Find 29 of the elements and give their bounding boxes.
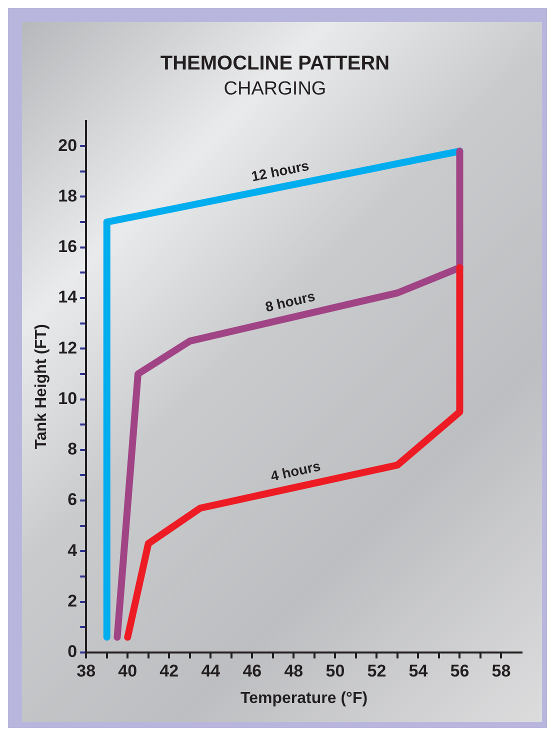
y-tick-label: 18 xyxy=(58,186,78,206)
text: 4 hours xyxy=(269,458,322,484)
y-tick-label: 14 xyxy=(58,288,78,307)
y-tick-label: 2 xyxy=(68,591,78,610)
y-tick-label: 4 xyxy=(68,540,78,560)
chart-subtitle: CHARGING xyxy=(224,78,326,100)
x-tick-label: 44 xyxy=(201,661,221,680)
y-tick-label: 12 xyxy=(58,338,78,358)
y-tick-label: 10 xyxy=(58,388,78,408)
x-tick-label: 48 xyxy=(284,661,304,680)
x-tick-label: 38 xyxy=(76,661,96,680)
y-tick-label: 6 xyxy=(68,490,78,510)
x-tick-label: 50 xyxy=(326,661,345,680)
x-tick-label: 56 xyxy=(450,661,470,680)
x-tick-label: 42 xyxy=(160,661,179,680)
y-tick-label: 0 xyxy=(68,642,78,662)
y-tick-label: 20 xyxy=(58,136,78,155)
y-tick-label: 16 xyxy=(58,237,78,256)
x-tick-label: 52 xyxy=(367,661,386,680)
x-tick-label: 58 xyxy=(492,661,511,680)
text: 8 hours xyxy=(264,288,317,315)
x-tick-label: 40 xyxy=(118,661,138,680)
chart-title: THEMOCLINE PATTERN xyxy=(160,52,390,75)
x-axis-title: Temperature (°F) xyxy=(240,690,368,707)
x-tick-label: 54 xyxy=(408,661,428,680)
text: 12 hours xyxy=(250,157,310,184)
y-tick-label: 8 xyxy=(68,440,78,459)
y-axis-title: Tank Height (FT) xyxy=(33,324,50,450)
x-tick-label: 46 xyxy=(242,661,262,680)
